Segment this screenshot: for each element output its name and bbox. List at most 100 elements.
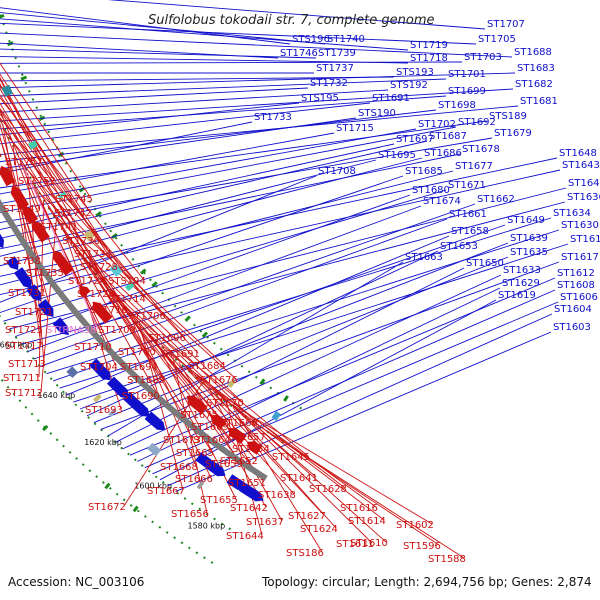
gene-label-reverse: ST1731 [8, 288, 46, 299]
gene-label-forward: ST1653 [440, 241, 478, 252]
callout-line [0, 88, 514, 122]
callout-line [0, 117, 165, 316]
gene-label-reverse: ST1652 [220, 456, 258, 467]
gene-arrow [206, 460, 226, 477]
gene-label-reverse: ST1676 [200, 375, 238, 386]
gene-label-reverse: ST1660 [220, 418, 258, 429]
ring-tick [184, 315, 191, 322]
gene-label-reverse: ST1696 [148, 333, 186, 344]
gene-label-forward: ST1640 [568, 178, 600, 189]
gene-label-reverse: STS194 [108, 276, 146, 287]
gene-label-reverse: ST1742 [54, 208, 92, 219]
gene-arrow [52, 317, 69, 336]
gene-label-reverse: ST1664 [193, 435, 231, 446]
gene-label-forward: STS196 [292, 34, 330, 45]
category-block [57, 191, 67, 199]
callout-line [0, 89, 389, 113]
gene-label-reverse: ST1616 [340, 503, 378, 514]
gene-arrow [79, 285, 91, 298]
gene-label-rna: STtRNA38 [46, 325, 96, 336]
gene-label-reverse: ST1654 [232, 444, 270, 455]
gene-label-forward: ST1612 [557, 268, 595, 279]
gene-label-forward: ST1649 [507, 215, 545, 226]
callout-line [208, 387, 283, 522]
gene-label-forward: ST1698 [438, 100, 476, 111]
gene-label-reverse: ST1645 [272, 452, 310, 463]
callout-line [0, 132, 335, 195]
gene-arrow [226, 474, 246, 490]
gene-arrow [61, 262, 74, 276]
gene-label-reverse: ST1736 [62, 236, 100, 247]
gene-arrow [26, 284, 41, 301]
gene-label-reverse: ST1691 [162, 349, 200, 360]
gene-arrow [6, 256, 19, 271]
gene-label-forward: ST1740 [327, 34, 365, 45]
callout-line [0, 108, 145, 299]
callout-line [128, 312, 197, 467]
gene-label-reverse: ST1689 [127, 375, 165, 386]
callout-line [88, 264, 200, 440]
gene-label-reverse: ST1655 [200, 495, 238, 506]
gene-arrow [238, 482, 264, 502]
category-block [66, 366, 79, 378]
gene-label-reverse: ST1638 [258, 490, 296, 501]
callout-line [129, 277, 556, 456]
callout-line [0, 175, 404, 314]
gene-label-forward: ST1687 [429, 131, 467, 142]
callout-line [0, 143, 395, 231]
callout-line [0, 78, 447, 97]
callout-line [220, 397, 433, 525]
gene-label-reverse: ST1611 [336, 539, 374, 550]
gene-arrow [195, 452, 214, 468]
callout-line [245, 416, 387, 543]
ring-tick [140, 268, 147, 275]
gene-label-forward: ST1604 [554, 304, 592, 315]
gene-arrow [89, 358, 111, 381]
gene-arrow [92, 301, 113, 324]
gene-label-forward: ST1679 [494, 128, 532, 139]
gene-label-forward: ST1688 [514, 47, 552, 58]
gene-label-forward: ST1707 [487, 19, 525, 30]
gene-arrow [37, 299, 54, 317]
gene-label-forward: ST1619 [498, 290, 536, 301]
gene-label-forward: STS193 [396, 67, 434, 78]
gene-label-forward: ST1650 [466, 258, 504, 269]
gene-label-reverse: ST1675 [180, 410, 218, 421]
callout-line [59, 229, 560, 389]
gene-label-reverse: ST1725 [5, 325, 43, 336]
map-title: Sulfolobus tokodaii str. 7, complete gen… [148, 13, 434, 28]
accession-text: Accession: NC_003106 [8, 575, 144, 589]
category-block [28, 140, 38, 150]
category-block [227, 378, 236, 388]
gene-arrow [132, 401, 150, 417]
callout-line [60, 225, 159, 396]
gene-label-reverse: ST1706 [128, 311, 166, 322]
gene-label-forward: ST1699 [448, 86, 486, 97]
category-block [83, 229, 95, 241]
gene-label-forward: ST1648 [559, 148, 597, 159]
category-block [93, 393, 102, 403]
callout-line [0, 117, 357, 170]
gene-label-reverse: ST1694 [120, 362, 158, 373]
gene-label-reverse: ST1710 [74, 342, 112, 353]
gene-label-forward: ST1732 [310, 78, 348, 89]
callout-line [214, 392, 337, 529]
category-block [125, 281, 135, 292]
gene-label-forward: ST1697 [396, 134, 434, 145]
gene-arrow [32, 220, 50, 243]
gene-label-reverse: ST1757 [5, 157, 43, 168]
genome-backbone [0, 198, 268, 481]
scale-tick-label: 1640 kbp [38, 391, 76, 400]
gene-label-reverse: ST1628 [309, 484, 347, 495]
gene-label-forward: ST1603 [553, 322, 591, 333]
category-block [147, 442, 162, 457]
gene-features [0, 84, 281, 502]
gene-label-forward: ST1739 [318, 48, 356, 59]
gene-label-reverse: ST1657 [228, 432, 266, 443]
callout-line [0, 76, 395, 82]
gene-label-forward: ST1639 [510, 233, 548, 244]
gene-label-reverse: ST1712 [5, 388, 43, 399]
gene-label-forward: ST1718 [410, 53, 448, 64]
ring-tick [0, 14, 5, 19]
gene-label-forward: ST1671 [448, 180, 486, 191]
